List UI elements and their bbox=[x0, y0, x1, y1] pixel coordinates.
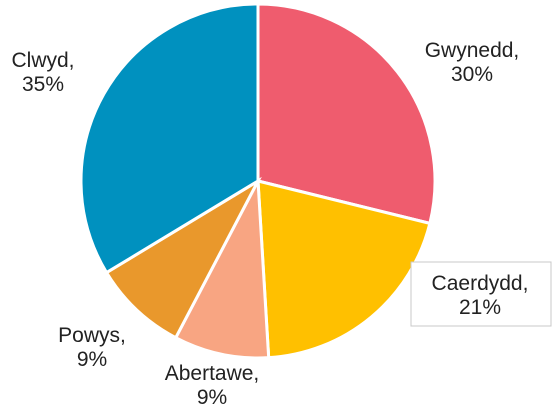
data-label-clwyd: Clwyd,35% bbox=[11, 49, 74, 96]
data-label-category-caerdydd: Caerdydd, bbox=[432, 272, 529, 295]
data-label-value-gwynedd: 30% bbox=[451, 63, 493, 86]
data-label-category-powys: Powys, bbox=[58, 324, 126, 347]
pie-data-labels: Gwynedd,30%Caerdydd,21%Abertawe,9%Powys,… bbox=[11, 39, 552, 409]
data-label-value-powys: 9% bbox=[77, 348, 107, 371]
pie-slices bbox=[79, 2, 437, 360]
data-label-box-caerdydd bbox=[410, 261, 552, 327]
pie-slice-gwynedd bbox=[256, 2, 437, 226]
data-label-category-clwyd: Clwyd, bbox=[11, 49, 74, 72]
data-label-caerdydd: Caerdydd,21% bbox=[410, 261, 552, 327]
data-label-category-abertawe: Abertawe, bbox=[165, 362, 260, 385]
pie-slice-powys bbox=[104, 176, 262, 340]
data-label-gwynedd: Gwynedd,30% bbox=[425, 39, 520, 86]
data-label-abertawe: Abertawe,9% bbox=[165, 362, 260, 409]
pie-slice-abertawe bbox=[173, 175, 271, 360]
data-label-value-caerdydd: 21% bbox=[459, 296, 501, 319]
data-label-powys: Powys,9% bbox=[58, 324, 126, 371]
data-label-value-clwyd: 35% bbox=[22, 73, 64, 96]
data-label-category-gwynedd: Gwynedd, bbox=[425, 39, 520, 62]
pie-slice-caerdydd bbox=[256, 179, 432, 360]
data-label-value-abertawe: 9% bbox=[197, 386, 227, 409]
pie-slice-clwyd bbox=[79, 2, 260, 275]
